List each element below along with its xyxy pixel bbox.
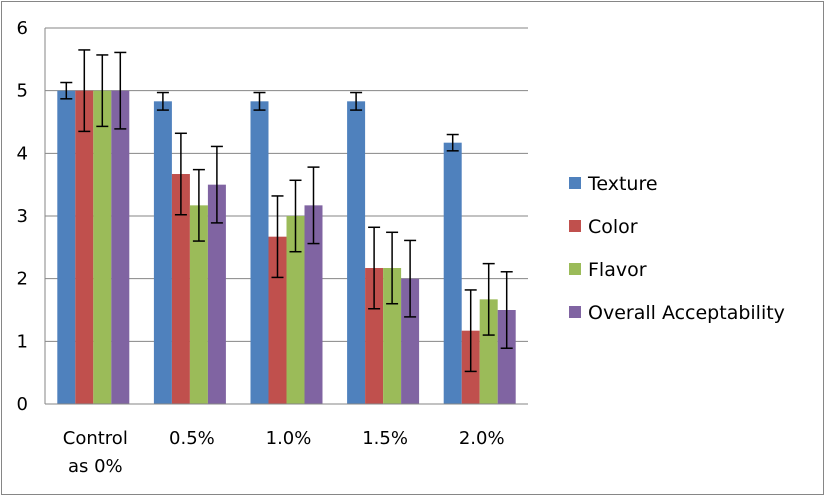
y-tick-label: 5 bbox=[17, 81, 28, 102]
y-tick-label: 6 bbox=[17, 18, 28, 39]
bar-texture bbox=[347, 101, 366, 404]
legend-swatch bbox=[569, 220, 581, 232]
axes: 0 1 2 3 4 5 6 Control as 0% 0.5% 1.0% 1.5% 2.0% bbox=[17, 18, 528, 477]
legend: Texture Color Flavor Overall Acceptability bbox=[569, 173, 785, 324]
x-tick-label: as 0% bbox=[68, 456, 123, 477]
x-tick-label: 1.5% bbox=[362, 428, 408, 449]
y-tick-label: 4 bbox=[17, 143, 28, 164]
legend-label: Overall Acceptability bbox=[588, 302, 785, 324]
legend-swatch bbox=[569, 263, 581, 275]
bar-flavor bbox=[479, 299, 498, 404]
legend-swatch bbox=[569, 306, 581, 318]
x-tick-label: Control bbox=[63, 428, 128, 449]
bars bbox=[57, 90, 516, 405]
legend-label: Texture bbox=[587, 173, 658, 195]
x-tick-label: 0.5% bbox=[169, 428, 215, 449]
legend-label: Color bbox=[588, 216, 638, 238]
legend-label: Flavor bbox=[588, 259, 647, 281]
bar-color bbox=[75, 90, 94, 405]
bar-texture bbox=[250, 101, 269, 404]
bar-flavor bbox=[383, 268, 402, 404]
y-tick-label: 2 bbox=[17, 269, 28, 290]
bar-texture bbox=[153, 101, 172, 404]
y-tick-label: 3 bbox=[17, 206, 28, 227]
x-tick-label: 1.0% bbox=[266, 428, 312, 449]
bar-flavor bbox=[286, 216, 305, 404]
y-tick-label: 0 bbox=[17, 394, 28, 415]
bar-texture bbox=[57, 90, 76, 405]
bar-overall-acceptability bbox=[304, 205, 323, 404]
bar-overall-acceptability bbox=[111, 90, 130, 405]
bar-overall-acceptability bbox=[207, 184, 226, 404]
error-bars bbox=[60, 49, 513, 373]
bar-color bbox=[268, 236, 287, 404]
bar-color bbox=[171, 174, 190, 404]
bar-texture bbox=[443, 142, 462, 404]
bar-color bbox=[365, 268, 384, 404]
bar-flavor bbox=[93, 90, 112, 405]
bar-overall-acceptability bbox=[497, 310, 516, 404]
legend-swatch bbox=[569, 177, 581, 189]
y-tick-label: 1 bbox=[17, 331, 28, 352]
bar-flavor bbox=[189, 205, 208, 404]
bar-overall-acceptability bbox=[401, 278, 420, 404]
x-tick-label: 2.0% bbox=[459, 428, 505, 449]
